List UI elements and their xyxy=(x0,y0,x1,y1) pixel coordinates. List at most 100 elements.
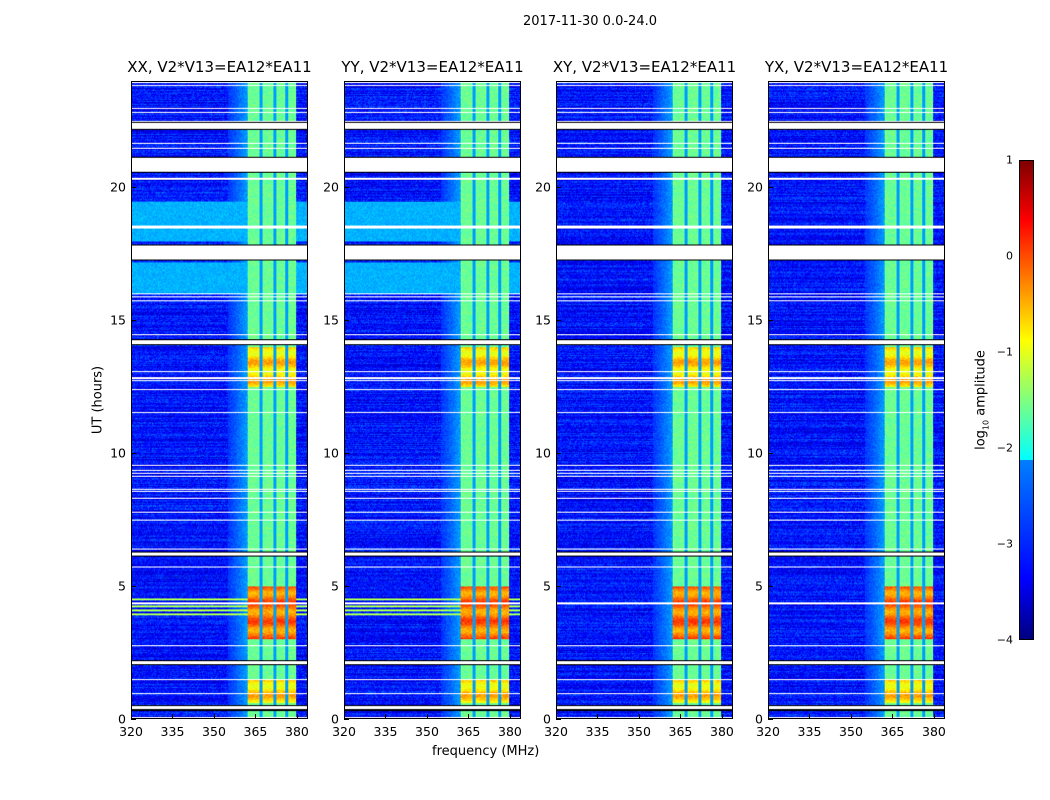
y-tick-label: 10 xyxy=(323,445,339,461)
y-tick-mark xyxy=(344,586,349,588)
colorbar-tick-label: −2 xyxy=(996,441,1013,455)
y-tick-mark xyxy=(344,719,349,720)
y-tick-label: 0 xyxy=(118,711,126,727)
x-tick-label: 335 xyxy=(373,724,398,739)
x-tick-mark xyxy=(385,714,387,719)
x-tick-mark xyxy=(255,714,257,719)
x-tick-label: 350 xyxy=(202,724,226,739)
x-tick-mark xyxy=(172,714,174,719)
y-tick-mark xyxy=(556,586,561,588)
x-tick-mark xyxy=(850,714,852,719)
x-tick-mark xyxy=(468,714,470,719)
y-tick-label: 5 xyxy=(543,578,551,594)
x-tick-mark xyxy=(809,714,811,719)
colorbar xyxy=(1019,160,1034,640)
x-tick-mark xyxy=(892,714,894,719)
y-tick-mark xyxy=(768,586,773,588)
x-tick-mark xyxy=(933,714,935,719)
y-tick-label: 20 xyxy=(323,179,339,195)
heatmap-panel xyxy=(131,81,308,719)
x-tick-label: 365 xyxy=(243,724,268,739)
x-tick-label: 320 xyxy=(544,724,568,739)
y-tick-mark xyxy=(344,187,349,189)
x-tick-label: 335 xyxy=(797,724,822,739)
y-tick-mark xyxy=(768,453,773,455)
x-tick-mark xyxy=(638,714,640,719)
y-tick-label: 10 xyxy=(110,445,126,461)
x-tick-mark xyxy=(768,714,769,719)
heatmap-image xyxy=(132,82,307,718)
y-tick-label: 5 xyxy=(118,578,126,594)
x-tick-label: 380 xyxy=(922,724,946,739)
x-tick-mark xyxy=(426,714,428,719)
x-tick-label: 365 xyxy=(880,724,905,739)
x-tick-label: 365 xyxy=(456,724,481,739)
y-tick-label: 20 xyxy=(747,179,763,195)
colorbar-label: log10 amplitude xyxy=(973,350,991,450)
heatmap-image xyxy=(769,82,944,718)
colorbar-tick-label: −3 xyxy=(996,537,1013,551)
x-tick-mark xyxy=(509,714,511,719)
y-tick-label: 20 xyxy=(535,179,551,195)
x-tick-mark xyxy=(344,714,345,719)
x-tick-mark xyxy=(721,714,723,719)
panel-title: YX, V2*V13=EA12*EA11 xyxy=(764,58,949,76)
y-tick-label: 15 xyxy=(747,312,763,328)
heatmap-panel xyxy=(768,81,945,719)
y-tick-mark xyxy=(131,320,136,322)
y-tick-mark xyxy=(556,320,561,322)
heatmap-image xyxy=(557,82,732,718)
panel-title: XX, V2*V13=EA12*EA11 xyxy=(127,58,312,76)
heatmap-panel xyxy=(344,81,521,719)
x-tick-mark xyxy=(556,714,557,719)
x-tick-mark xyxy=(131,714,132,719)
y-tick-label: 10 xyxy=(535,445,551,461)
x-tick-label: 365 xyxy=(668,724,693,739)
x-tick-mark xyxy=(680,714,682,719)
panel-title: XY, V2*V13=EA12*EA11 xyxy=(552,58,737,76)
y-tick-mark xyxy=(344,320,349,322)
panel-title: YY, V2*V13=EA12*EA11 xyxy=(341,58,524,76)
y-tick-label: 5 xyxy=(755,578,763,594)
y-tick-mark xyxy=(131,586,136,588)
y-tick-label: 0 xyxy=(755,711,763,727)
y-tick-label: 0 xyxy=(331,711,339,727)
y-tick-label: 0 xyxy=(543,711,551,727)
x-tick-label: 320 xyxy=(119,724,143,739)
y-axis-label: UT (hours) xyxy=(90,365,106,435)
y-tick-mark xyxy=(131,187,136,189)
y-tick-mark xyxy=(344,453,349,455)
y-tick-label: 10 xyxy=(747,445,763,461)
y-tick-label: 5 xyxy=(331,578,339,594)
y-tick-mark xyxy=(131,453,136,455)
y-tick-mark xyxy=(768,187,773,189)
heatmap-image xyxy=(345,82,520,718)
colorbar-tick-label: −1 xyxy=(996,345,1013,359)
x-tick-label: 350 xyxy=(839,724,863,739)
x-tick-mark xyxy=(296,714,298,719)
y-tick-mark xyxy=(131,719,136,720)
y-tick-label: 15 xyxy=(535,312,551,328)
x-tick-label: 320 xyxy=(756,724,780,739)
x-tick-label: 380 xyxy=(498,724,522,739)
colorbar-tick-label: 1 xyxy=(1006,153,1013,167)
figure-title: 2017-11-30 0.0-24.0 xyxy=(523,14,657,29)
y-tick-label: 20 xyxy=(110,179,126,195)
y-tick-label: 15 xyxy=(323,312,339,328)
y-tick-mark xyxy=(768,320,773,322)
x-tick-label: 350 xyxy=(415,724,439,739)
y-tick-mark xyxy=(556,719,561,720)
y-tick-mark xyxy=(556,187,561,189)
colorbar-tick-label: −4 xyxy=(996,633,1013,647)
x-tick-label: 380 xyxy=(710,724,734,739)
colorbar-tick-label: 0 xyxy=(1006,249,1013,263)
x-tick-mark xyxy=(597,714,599,719)
x-tick-label: 320 xyxy=(332,724,356,739)
x-tick-label: 335 xyxy=(160,724,185,739)
x-tick-mark xyxy=(213,714,215,719)
x-tick-label: 350 xyxy=(627,724,651,739)
y-tick-mark xyxy=(768,719,773,720)
x-tick-label: 380 xyxy=(285,724,309,739)
x-tick-label: 335 xyxy=(585,724,610,739)
